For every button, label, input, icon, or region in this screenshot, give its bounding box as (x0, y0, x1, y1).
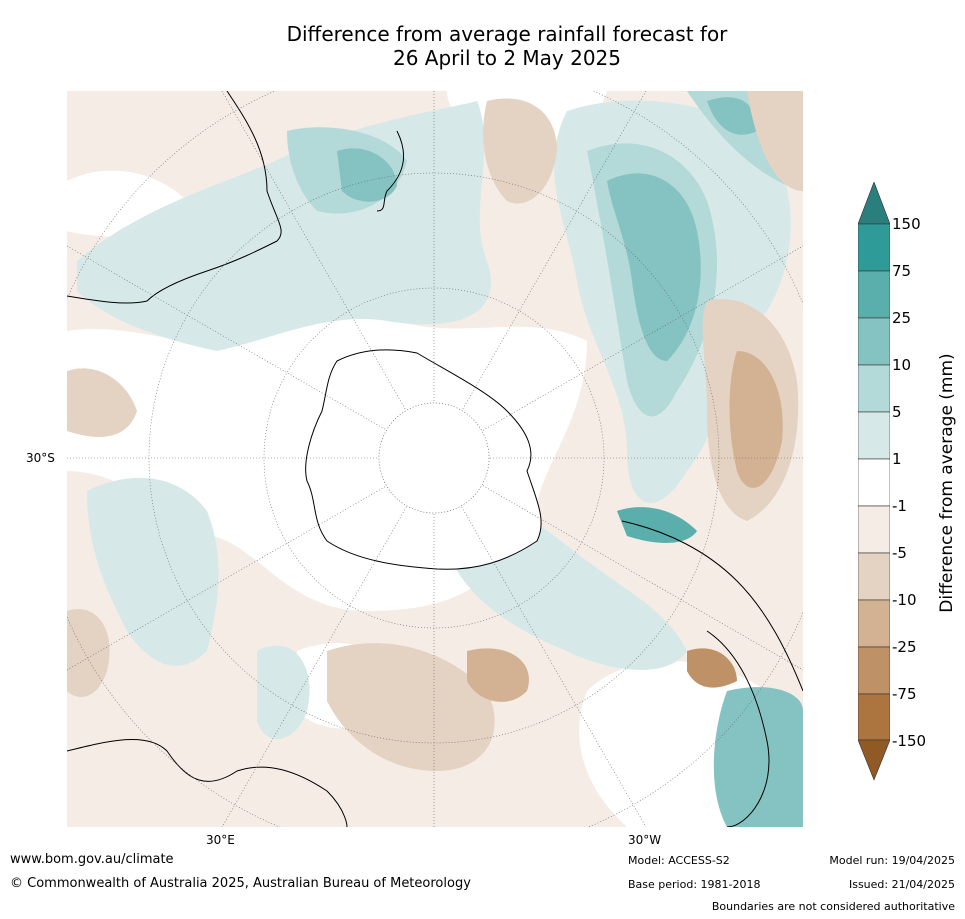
footer-disclaimer: Boundaries are not considered authoritat… (711, 900, 955, 913)
footer-issued: Issued: 21/04/2025 (848, 878, 955, 891)
positive-region (707, 97, 757, 135)
south-america-coastline (706, 630, 770, 827)
australia-coastline (67, 91, 282, 304)
positive-region (87, 477, 219, 666)
colorbar (858, 182, 890, 781)
negative-region (67, 609, 110, 697)
colorbar-label: Difference from average (mm) (937, 353, 957, 613)
colorbar-segment (858, 646, 890, 695)
latitude-label-30s: 30°S (26, 451, 55, 465)
colorbar-tick-label: 10 (892, 356, 912, 374)
negative-region (467, 648, 529, 702)
africa-coastline (67, 739, 348, 827)
footer-model-run: Model run: 19/04/2025 (829, 854, 955, 867)
colorbar-segment (858, 599, 890, 648)
colorbar-segment (858, 552, 890, 601)
colorbar-tick-label: -1 (892, 497, 907, 515)
colorbar-tick-label: 75 (892, 262, 912, 280)
negative-region (687, 648, 737, 688)
colorbar-tick-label: 25 (892, 309, 912, 327)
colorbar-segment (858, 505, 890, 554)
colorbar-tick-label: -5 (892, 544, 907, 562)
map-title: Difference from average rainfall forecas… (0, 22, 965, 70)
longitude-label-30e: 30°E (206, 833, 235, 847)
footer-base-period: Base period: 1981-2018 (628, 878, 761, 891)
colorbar-segment (858, 458, 890, 507)
colorbar-tick-label: 1 (892, 450, 902, 468)
colorbar-tick-label: 150 (892, 215, 921, 233)
footer-copyright: © Commonwealth of Australia 2025, Austra… (10, 876, 471, 891)
colorbar-segment (858, 317, 890, 366)
positive-region (617, 507, 697, 543)
map-canvas (67, 91, 803, 827)
colorbar-segment (858, 364, 890, 413)
title-line-2: 26 April to 2 May 2025 (393, 46, 621, 70)
footer-model: Model: ACCESS-S2 (628, 854, 730, 867)
colorbar-tick-label: -75 (892, 685, 917, 703)
negative-region (67, 368, 137, 437)
negative-region (483, 98, 557, 204)
colorbar-tick-label: -150 (892, 732, 927, 750)
positive-region (337, 148, 397, 202)
rainfall-anomaly-map (67, 91, 803, 827)
colorbar-over-extension (858, 182, 890, 225)
pole-cap (378, 402, 490, 514)
new-zealand-coastline (376, 130, 405, 212)
positive-region (713, 687, 803, 827)
footer-url: www.bom.gov.au/climate (10, 852, 174, 867)
colorbar-segment (858, 693, 890, 741)
colorbar-segment (858, 411, 890, 460)
colorbar-under-extension (858, 739, 890, 781)
positive-region (257, 645, 310, 740)
colorbar-tick-label: -25 (892, 638, 917, 656)
colorbar-segment (858, 223, 890, 272)
positive-region (607, 173, 701, 361)
south-america-coastline (621, 520, 803, 692)
negative-region (729, 351, 783, 488)
negative-region (747, 91, 803, 191)
negative-region (327, 643, 495, 771)
title-line-1: Difference from average rainfall forecas… (286, 22, 728, 46)
colorbar-tick-label: -10 (892, 591, 917, 609)
colorbar-segment (858, 270, 890, 319)
longitude-label-30w: 30°W (628, 833, 662, 847)
colorbar-tick-label: 5 (892, 403, 902, 421)
